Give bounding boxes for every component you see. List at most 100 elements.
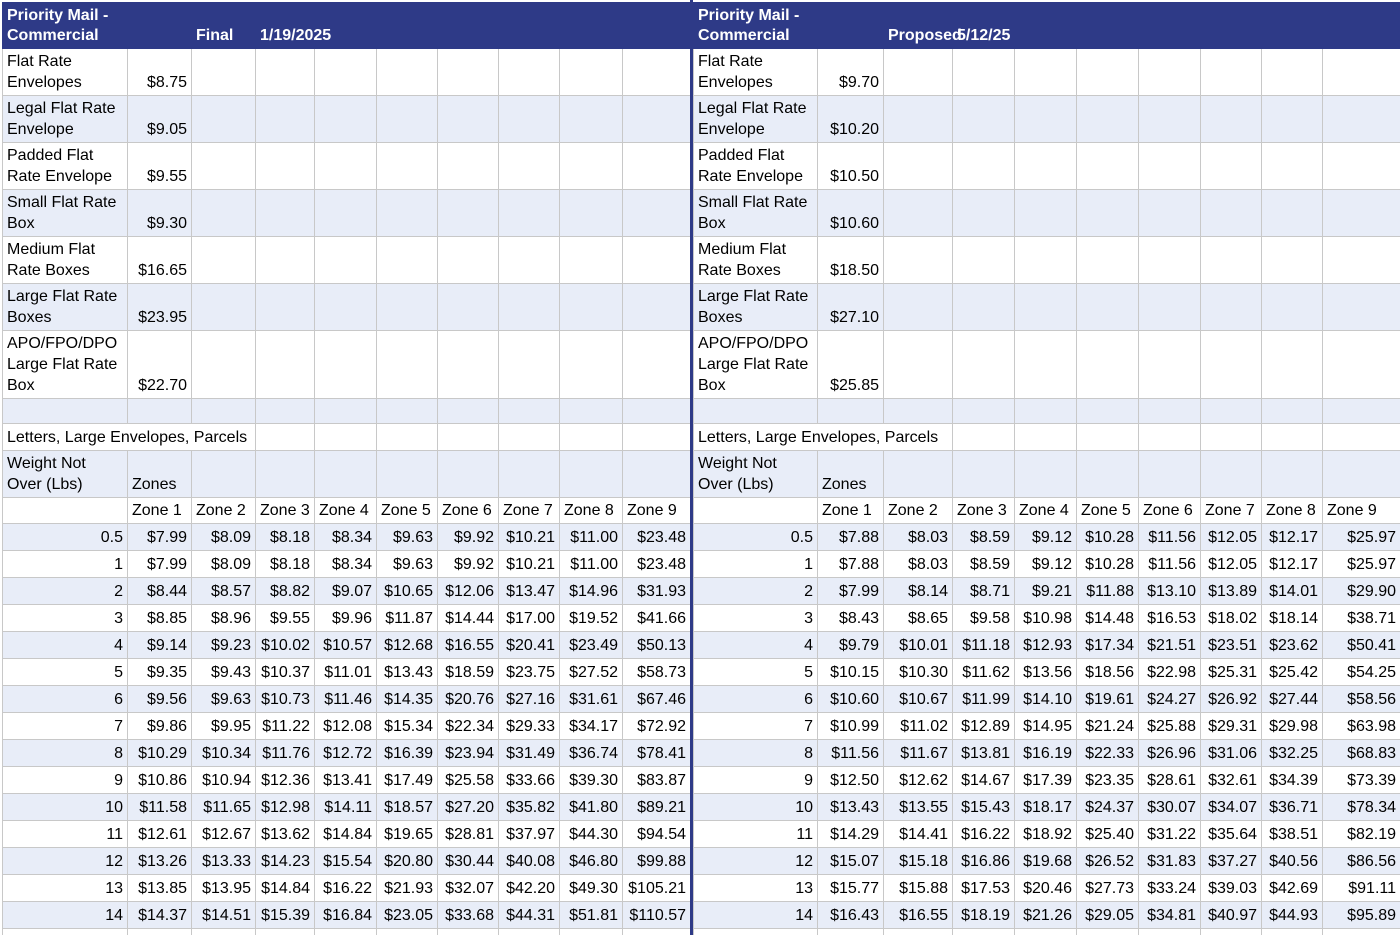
flat-rate-price: $10.50	[817, 142, 884, 190]
flat-rate-label: Small Flat Rate Box	[2, 189, 128, 237]
weight: 7	[693, 712, 818, 740]
cell	[314, 236, 377, 284]
cell	[622, 2, 691, 49]
zone-price: $27.16	[498, 685, 560, 713]
zone-price: $11.88	[1076, 577, 1139, 605]
zone-price: $39.30	[559, 766, 623, 794]
zone-price: $38.71	[1322, 604, 1400, 632]
cell	[498, 283, 560, 331]
cell	[883, 330, 953, 399]
cell	[498, 189, 560, 237]
cell	[1076, 450, 1139, 498]
row: Flat Rate Envelopes $9.70	[693, 48, 1400, 96]
zone-price: $14.37	[127, 901, 192, 929]
zone-price: $31.06	[1200, 739, 1262, 767]
weight: 0.5	[693, 523, 818, 551]
row: Large Flat Rate Boxes $23.95	[2, 283, 691, 331]
cell	[314, 48, 377, 96]
cell	[127, 398, 192, 424]
flat-rate-label: Large Flat Rate Boxes	[693, 283, 818, 331]
cell	[1261, 928, 1323, 935]
zone-price: $10.73	[255, 685, 315, 713]
zone-price: $10.34	[191, 739, 256, 767]
cell	[437, 928, 499, 935]
flat-rate-label: Flat Rate Envelopes	[693, 48, 818, 96]
row: Large Flat Rate Boxes $27.10	[693, 283, 1400, 331]
weight: 13	[693, 874, 818, 902]
zone-price: $8.85	[127, 604, 192, 632]
row: Weight Not Over (Lbs) Zones	[2, 450, 691, 498]
cell	[437, 189, 499, 237]
zone-price: $11.56	[1138, 550, 1201, 578]
cell	[191, 189, 256, 237]
weight: 4	[693, 631, 818, 659]
weight: 10	[2, 793, 128, 821]
cell	[559, 236, 623, 284]
zone-header: Zone 1	[817, 497, 884, 524]
row: 0.5 $7.99 $8.09 $8.18 $8.34 $9.63 $9.92 $10.21 $…	[2, 523, 691, 551]
cell	[376, 423, 438, 451]
zone-price: $16.39	[376, 739, 438, 767]
cell	[622, 189, 691, 237]
cell	[1138, 142, 1201, 190]
cell	[622, 330, 691, 399]
cell	[1200, 189, 1262, 237]
weight-header: Weight Not Over (Lbs)	[2, 450, 128, 498]
zone-price: $9.95	[191, 712, 256, 740]
row: 5 $10.15 $10.30 $11.62 $13.56 $18.56 $22.98 $25…	[693, 658, 1400, 686]
cell	[1200, 48, 1262, 96]
cell	[883, 928, 953, 935]
cell	[437, 330, 499, 399]
zone-price: $16.84	[314, 901, 377, 929]
zone-price: $41.80	[559, 793, 623, 821]
section-title: Letters, Large Envelopes, Parcels	[2, 423, 256, 451]
cell	[1200, 2, 1262, 49]
cell	[622, 423, 691, 451]
cell	[622, 928, 691, 935]
zone-price: $20.46	[1014, 874, 1077, 902]
cell	[255, 95, 315, 143]
zone-price: $12.17	[1261, 523, 1323, 551]
cell	[255, 142, 315, 190]
zone-price: $36.71	[1261, 793, 1323, 821]
row: Priority Mail - Commercial Final 1/19/2025	[2, 2, 691, 49]
row: 0.5 $7.88 $8.03 $8.59 $9.12 $10.28 $11.56 $12.0…	[693, 523, 1400, 551]
cell	[952, 95, 1015, 143]
cell	[1138, 398, 1201, 424]
zone-price: $86.56	[1322, 847, 1400, 875]
zone-header: Zone 6	[1138, 497, 1201, 524]
zone-price: $9.43	[191, 658, 256, 686]
zone-price: $8.09	[191, 550, 256, 578]
cell	[1200, 330, 1262, 399]
zone-price: $11.56	[1138, 523, 1201, 551]
zone-price: $33.24	[1138, 874, 1201, 902]
zone-price: $18.57	[376, 793, 438, 821]
flat-rate-price: $8.75	[127, 48, 192, 96]
zone-price: $14.96	[559, 577, 623, 605]
zone-price: $40.56	[1261, 847, 1323, 875]
zone-price: $10.98	[1014, 604, 1077, 632]
rate-table-current: Priority Mail - Commercial Final 1/19/2025…	[2, 2, 691, 935]
zone-price: $14.29	[817, 820, 884, 848]
cell	[127, 2, 192, 49]
cell	[437, 95, 499, 143]
zone-price: $28.61	[1138, 766, 1201, 794]
weight: 3	[2, 604, 128, 632]
zone-price: $36.74	[559, 739, 623, 767]
zone-price: $11.67	[883, 739, 953, 767]
weight: 2	[2, 577, 128, 605]
zone-price: $18.56	[1076, 658, 1139, 686]
zone-price: $78.34	[1322, 793, 1400, 821]
cell	[559, 423, 623, 451]
cell	[1322, 283, 1400, 331]
flat-rate-price: $18.50	[817, 236, 884, 284]
cell	[1322, 450, 1400, 498]
zone-price: $17.34	[1076, 631, 1139, 659]
weight: 12	[2, 847, 128, 875]
flat-rate-price: $10.20	[817, 95, 884, 143]
zone-price: $12.05	[1200, 550, 1262, 578]
row: 12 $13.26 $13.33 $14.23 $15.54 $20.80 $30.44 $4…	[2, 847, 691, 875]
zone-price: $17.53	[952, 874, 1015, 902]
zone-header: Zone 1	[127, 497, 192, 524]
row: Letters, Large Envelopes, Parcels	[693, 423, 1400, 451]
